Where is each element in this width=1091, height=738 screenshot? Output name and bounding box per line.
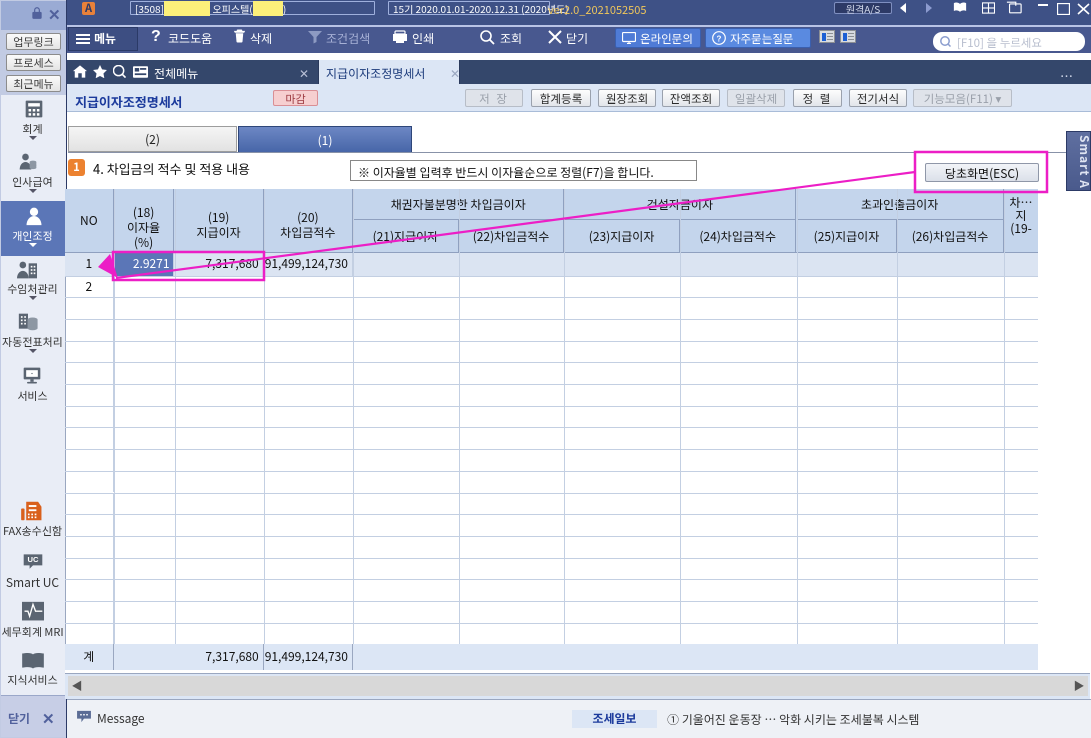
- svg-text:UC: UC: [28, 555, 39, 564]
- svg-text:?: ?: [717, 35, 722, 44]
